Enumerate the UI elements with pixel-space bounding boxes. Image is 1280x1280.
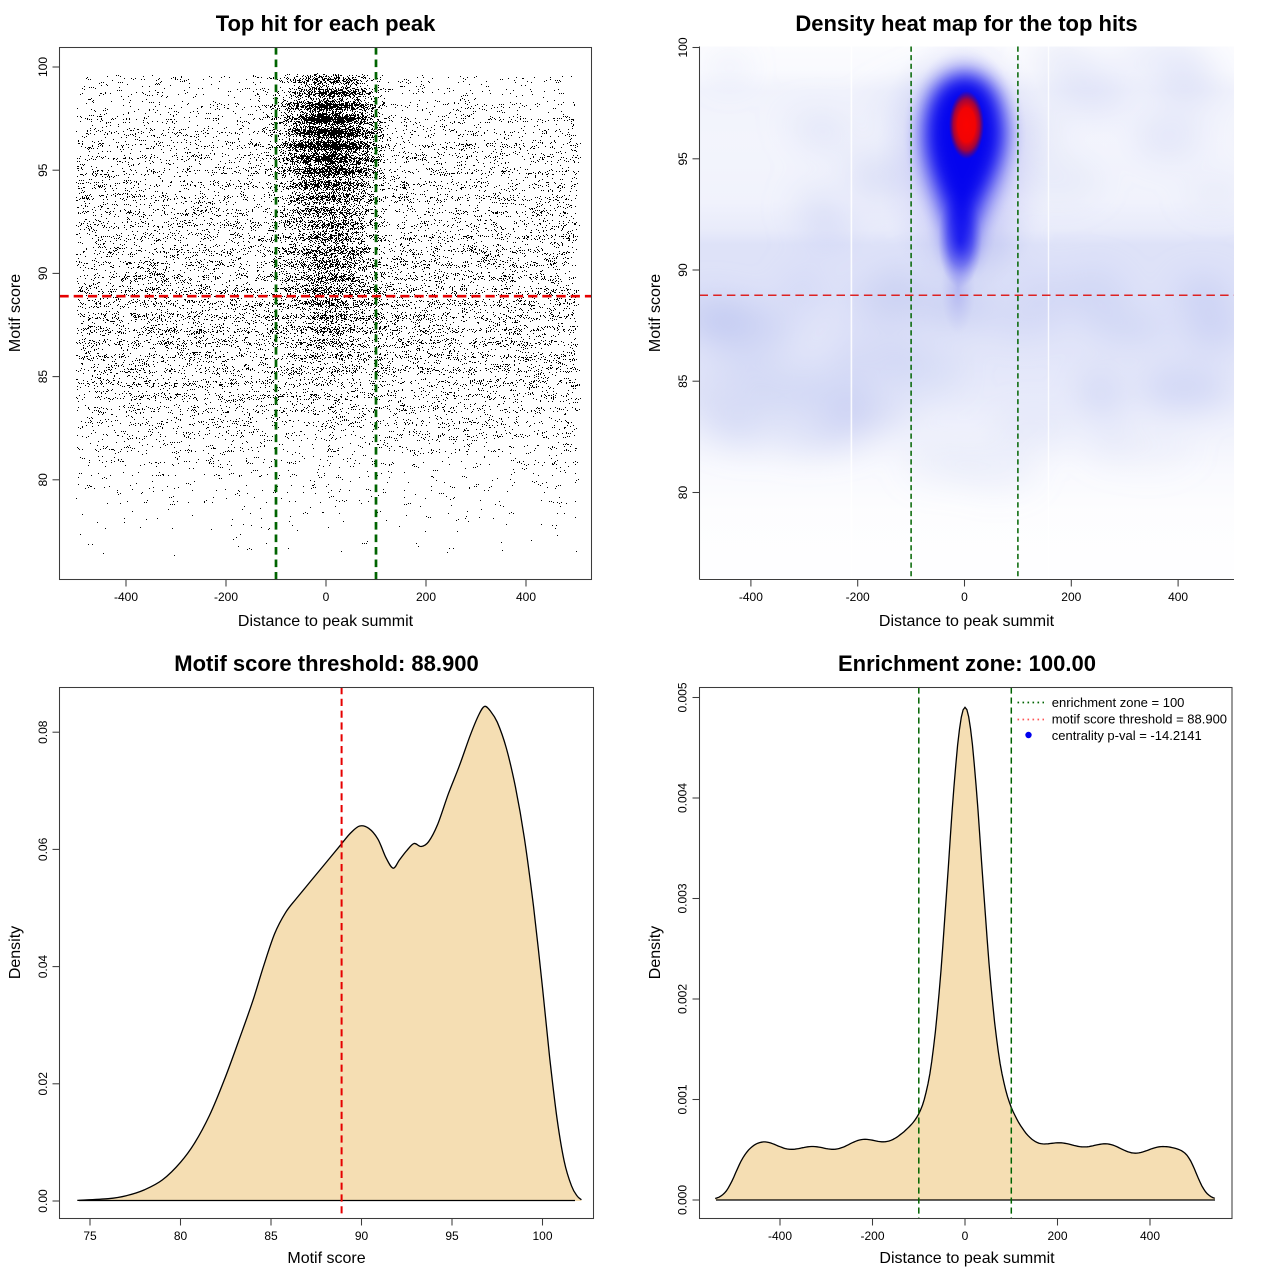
svg-text:0.003: 0.003 bbox=[676, 883, 690, 913]
svg-text:Distance to peak summit: Distance to peak summit bbox=[879, 1250, 1055, 1267]
svg-text:80: 80 bbox=[676, 486, 690, 500]
svg-text:85: 85 bbox=[36, 370, 50, 384]
svg-text:0.06: 0.06 bbox=[36, 837, 50, 861]
svg-text:Motif score: Motif score bbox=[287, 1250, 365, 1267]
svg-text:95: 95 bbox=[36, 163, 50, 177]
svg-text:85: 85 bbox=[264, 1229, 278, 1243]
svg-text:95: 95 bbox=[676, 152, 690, 166]
svg-text:95: 95 bbox=[445, 1229, 459, 1243]
svg-text:0.005: 0.005 bbox=[676, 682, 690, 712]
svg-text:0: 0 bbox=[323, 590, 330, 604]
svg-text:-200: -200 bbox=[846, 590, 870, 604]
svg-text:Top hit for each peak: Top hit for each peak bbox=[216, 11, 436, 36]
svg-text:Distance to peak summit: Distance to peak summit bbox=[879, 613, 1055, 630]
svg-text:75: 75 bbox=[83, 1229, 97, 1243]
svg-text:0.08: 0.08 bbox=[36, 720, 50, 744]
svg-text:80: 80 bbox=[174, 1229, 188, 1243]
svg-text:400: 400 bbox=[1168, 590, 1188, 604]
svg-text:0: 0 bbox=[962, 1229, 969, 1243]
svg-text:-400: -400 bbox=[114, 590, 138, 604]
svg-text:100: 100 bbox=[36, 57, 50, 77]
svg-text:100: 100 bbox=[532, 1229, 552, 1243]
svg-text:Density: Density bbox=[7, 926, 24, 979]
svg-text:90: 90 bbox=[355, 1229, 369, 1243]
svg-text:200: 200 bbox=[416, 590, 436, 604]
svg-text:85: 85 bbox=[676, 374, 690, 388]
svg-text:Motif score threshold: 88.900: Motif score threshold: 88.900 bbox=[174, 651, 478, 676]
svg-text:0.04: 0.04 bbox=[36, 955, 50, 979]
svg-text:90: 90 bbox=[36, 266, 50, 280]
svg-text:enrichment zone = 100: enrichment zone = 100 bbox=[1052, 695, 1185, 710]
svg-text:motif score threshold = 88.900: motif score threshold = 88.900 bbox=[1052, 712, 1227, 727]
svg-text:-200: -200 bbox=[214, 590, 238, 604]
svg-text:100: 100 bbox=[676, 37, 690, 57]
svg-text:Density: Density bbox=[647, 926, 664, 979]
svg-text:Density heat map for the top h: Density heat map for the top hits bbox=[795, 11, 1137, 36]
svg-text:-400: -400 bbox=[739, 590, 763, 604]
svg-text:-400: -400 bbox=[768, 1229, 792, 1243]
svg-text:0.002: 0.002 bbox=[676, 984, 690, 1014]
svg-text:200: 200 bbox=[1047, 1229, 1067, 1243]
svg-text:0.000: 0.000 bbox=[676, 1185, 690, 1215]
svg-text:400: 400 bbox=[516, 590, 536, 604]
svg-text:Distance to peak summit: Distance to peak summit bbox=[238, 613, 414, 630]
svg-text:90: 90 bbox=[676, 263, 690, 277]
svg-text:centrality p-val = -14.2141: centrality p-val = -14.2141 bbox=[1052, 728, 1202, 743]
svg-text:-200: -200 bbox=[860, 1229, 884, 1243]
svg-text:Enrichment zone: 100.00: Enrichment zone: 100.00 bbox=[838, 651, 1096, 676]
svg-text:Motif score: Motif score bbox=[647, 274, 664, 352]
svg-text:0.001: 0.001 bbox=[676, 1084, 690, 1114]
svg-text:0: 0 bbox=[961, 590, 968, 604]
svg-text:0.004: 0.004 bbox=[676, 783, 690, 813]
svg-text:Motif score: Motif score bbox=[7, 274, 24, 352]
svg-text:80: 80 bbox=[36, 473, 50, 487]
svg-text:200: 200 bbox=[1061, 590, 1081, 604]
svg-text:0.00: 0.00 bbox=[36, 1189, 50, 1213]
svg-text:400: 400 bbox=[1140, 1229, 1160, 1243]
svg-text:0.02: 0.02 bbox=[36, 1072, 50, 1096]
